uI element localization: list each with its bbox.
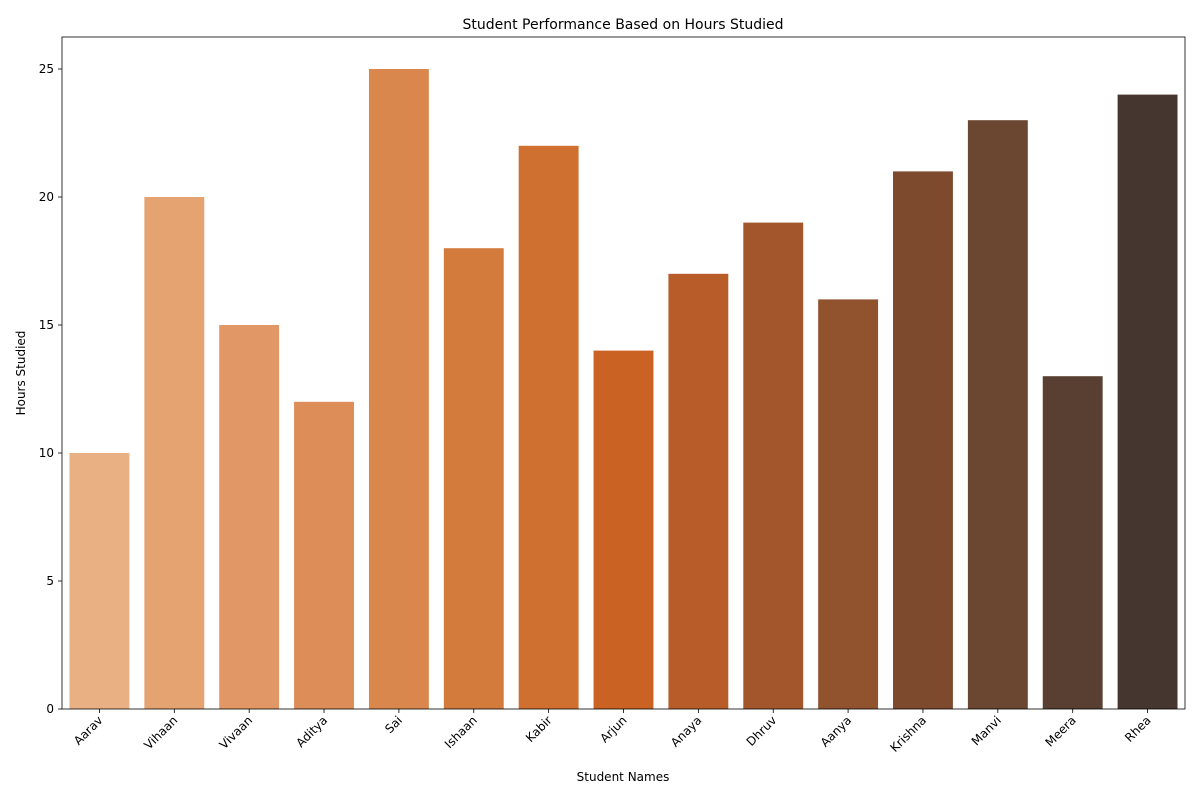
bar-krishna [893, 171, 953, 709]
x-tick-label: Meera [1042, 713, 1078, 749]
x-tick-label: Arjun [597, 713, 629, 745]
y-tick-label: 15 [39, 318, 54, 332]
y-tick-label: 5 [46, 574, 54, 588]
bar-manvi [967, 120, 1028, 709]
plot-frame [61, 36, 1186, 710]
chart-title: Student Performance Based on Hours Studi… [462, 17, 783, 33]
bar-ishaan [443, 248, 504, 709]
y-tick-label: 10 [39, 446, 54, 460]
x-tick-label: Sai [382, 713, 405, 736]
bar-rhea [1117, 94, 1178, 710]
bar-arjun [593, 350, 654, 709]
x-tick-label: Anaya [668, 713, 705, 750]
y-axis-label: Hours Studied [14, 331, 28, 416]
x-tick-label: Vivaan [217, 713, 256, 752]
bar-anaya [668, 273, 729, 709]
bar-vihaan [144, 197, 205, 709]
bar-sai [368, 69, 429, 709]
y-tick-label: 0 [46, 702, 54, 716]
x-tick-label: Vihaan [141, 713, 180, 752]
x-tick-label: Dhruv [744, 713, 780, 749]
y-tick-label: 25 [39, 62, 54, 76]
x-tick-label: Aarav [71, 713, 106, 748]
y-tick-label: 20 [39, 190, 54, 204]
bar-aditya [294, 401, 354, 709]
x-tick-label: Krishna [887, 713, 929, 755]
x-tick-label: Aditya [293, 713, 330, 750]
x-tick-label: Aanya [818, 713, 855, 750]
bar-vivaan [219, 325, 280, 709]
bar-aanya [818, 299, 879, 709]
bar-meera [1042, 376, 1103, 709]
bar-dhruv [743, 222, 804, 709]
x-tick-label: Kabir [523, 713, 555, 745]
x-tick-label: Rhea [1122, 713, 1154, 745]
x-axis-label: Student Names [577, 770, 670, 784]
bar-kabir [518, 145, 579, 710]
x-tick-label: Ishaan [442, 713, 480, 751]
x-tick-label: Manvi [969, 713, 1004, 748]
bar-aarav [69, 453, 130, 709]
